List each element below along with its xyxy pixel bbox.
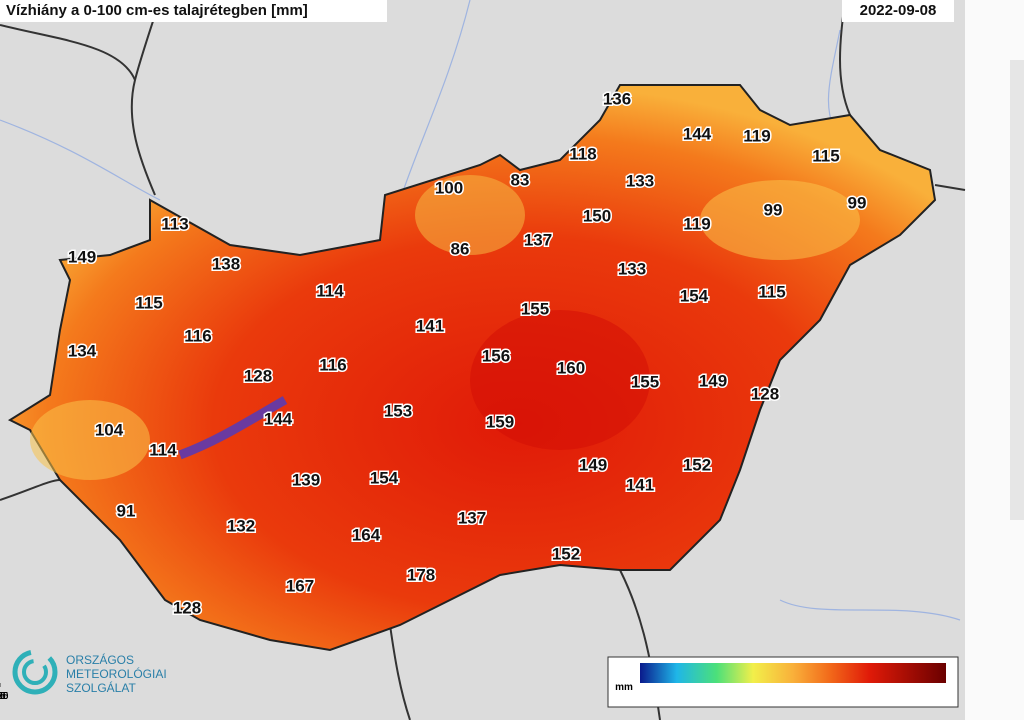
date-box <box>842 0 954 22</box>
legend-ticks: 255075100125150175 <box>0 683 9 702</box>
value-label: 115 <box>812 146 839 165</box>
value-label: 119 <box>683 214 710 233</box>
value-label: 116 <box>184 326 211 345</box>
value-label: 113 <box>161 214 188 233</box>
value-label: 144 <box>683 124 712 143</box>
value-label: 104 <box>95 420 124 439</box>
value-label: 160 <box>557 358 585 377</box>
value-label: 114 <box>149 440 177 459</box>
value-label: 91 <box>117 501 136 520</box>
value-label: 144 <box>264 409 293 428</box>
value-label: 141 <box>626 475 654 494</box>
value-label: 100 <box>435 178 463 197</box>
value-label: 152 <box>683 455 711 474</box>
value-label: 115 <box>135 293 162 312</box>
legend-tick-label: 25 <box>0 691 6 702</box>
value-label: 164 <box>352 525 381 544</box>
legend-tick-label: 75 <box>0 691 6 702</box>
value-label: 159 <box>486 412 514 431</box>
value-label: 154 <box>370 468 399 487</box>
value-label: 139 <box>292 470 320 489</box>
value-label: 128 <box>244 366 272 385</box>
value-label: 155 <box>521 299 549 318</box>
value-label: 178 <box>407 565 435 584</box>
value-label: 150 <box>583 206 611 225</box>
value-label: 167 <box>286 576 314 595</box>
value-label: 133 <box>618 259 646 278</box>
legend-tick-label: 175 <box>0 691 9 702</box>
legend-tick-label: 125 <box>0 691 9 702</box>
value-label: 153 <box>384 401 412 420</box>
logo: ORSZÁGOS METEOROLÓGIAI SZOLGÁLAT <box>12 649 167 695</box>
value-label: 154 <box>680 286 709 305</box>
date: 2022-09-08 <box>860 2 937 19</box>
legend-unit: mm <box>615 682 633 693</box>
value-label: 137 <box>458 508 486 527</box>
value-label: 128 <box>173 598 201 617</box>
value-label: 114 <box>316 281 344 300</box>
colorbar <box>640 663 946 683</box>
side-panel <box>1010 60 1024 520</box>
lake-balaton <box>178 396 288 460</box>
value-label: 118 <box>569 144 596 163</box>
value-label: 99 <box>764 200 783 219</box>
value-label: 132 <box>227 516 255 535</box>
value-label: 149 <box>68 247 96 266</box>
logo-line: METEOROLÓGIAI <box>66 666 167 681</box>
value-label: 152 <box>552 544 580 563</box>
value-label: 128 <box>751 384 779 403</box>
value-label: 115 <box>758 282 785 301</box>
value-label: 155 <box>631 372 659 391</box>
value-label: 156 <box>482 346 510 365</box>
value-label: 149 <box>579 455 607 474</box>
value-label: 136 <box>603 89 631 108</box>
value-label: 86 <box>451 239 470 258</box>
value-label: 83 <box>511 170 530 189</box>
dry-zones <box>30 175 860 480</box>
value-label: 138 <box>212 254 240 273</box>
logo-line: ORSZÁGOS <box>66 652 134 667</box>
value-label: 116 <box>319 355 346 374</box>
legend-tick-label: 50 <box>0 691 6 702</box>
value-labels: 136 144 119 118 115 83 133 100 99 99 150 119 113 137 8… <box>66 88 868 619</box>
value-label: 137 <box>524 230 552 249</box>
map-title: Vízhiány a 0-100 cm-es talajrétegben [mm… <box>6 2 308 19</box>
value-label: 149 <box>699 371 727 390</box>
title-box <box>0 0 387 22</box>
value-label: 133 <box>626 171 654 190</box>
legend-tick-label: 100 <box>0 691 9 702</box>
value-label: 141 <box>416 316 444 335</box>
value-label: 99 <box>848 193 867 212</box>
value-label: 119 <box>743 126 770 145</box>
legend-tick-label: 150 <box>0 691 9 702</box>
logo-line: SZOLGÁLAT <box>66 680 136 695</box>
value-label: 134 <box>68 341 97 360</box>
